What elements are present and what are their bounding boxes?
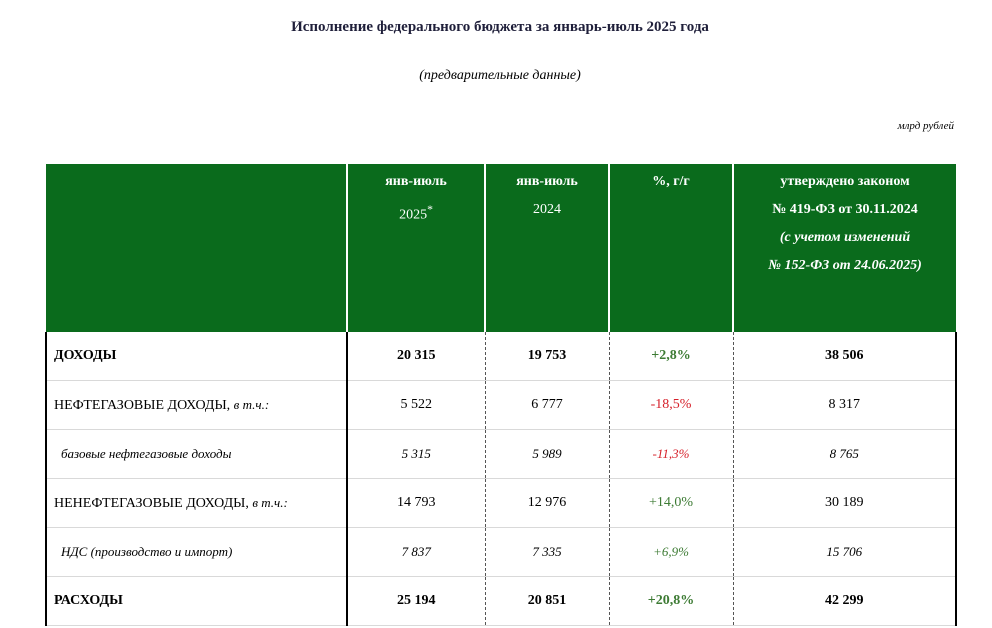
header-law-line2: № 419-ФЗ от 30.11.2024 — [772, 202, 918, 217]
header-law-line3: (с учетом изменений — [779, 230, 911, 245]
header-yoy-label: %, г/г — [652, 174, 690, 189]
value-yoy: -18,5% — [609, 380, 734, 430]
value-2025: 25 194 — [347, 576, 486, 626]
value-yoy: +14,0% — [609, 478, 734, 528]
header-law-line4: № 152-ФЗ от 24.06.2025) — [768, 258, 922, 273]
header-law-line1: утверждено законом — [780, 174, 910, 189]
value-yoy: +20,8% — [609, 576, 734, 626]
table-row-revenues: ДОХОДЫ 20 315 19 753 +2,8% 38 506 — [45, 332, 957, 381]
header-2025-year-wrap: 2025* — [348, 200, 484, 223]
table-row-oil-gas-revenues: НЕФТЕГАЗОВЫЕ ДОХОДЫ, в т.ч.: 5 522 6 777… — [45, 380, 957, 430]
table-row-expenditures: РАСХОДЫ 25 194 20 851 +20,8% 42 299 — [45, 576, 957, 626]
value-law: 42 299 — [733, 576, 957, 626]
value-2025: 20 315 — [347, 332, 486, 381]
units-label: млрд рублей — [897, 120, 954, 132]
value-2024: 12 976 — [485, 478, 610, 528]
table-header-row: янв-июль 2025* янв-июль 2024 %, г/г утве… — [46, 164, 956, 332]
row-label: НЕНЕФТЕГАЗОВЫЕ ДОХОДЫ, — [54, 495, 253, 511]
header-2025-footnote-mark: * — [427, 203, 433, 216]
row-label: РАСХОДЫ — [45, 576, 348, 626]
value-yoy: +2,8% — [609, 332, 734, 381]
value-2025: 5 522 — [347, 380, 486, 430]
header-law: утверждено законом № 419-ФЗ от 30.11.202… — [733, 164, 956, 332]
value-2024: 20 851 — [485, 576, 610, 626]
value-2024: 5 989 — [485, 429, 610, 479]
header-2025-year: 2025 — [399, 207, 428, 223]
row-label: ДОХОДЫ — [45, 332, 348, 381]
value-yoy: -11,3% — [609, 429, 734, 479]
header-2024: янв-июль 2024 — [485, 164, 610, 332]
value-yoy: +6,9% — [609, 527, 734, 577]
row-label-suffix: в т.ч.: — [233, 396, 270, 412]
header-2024-year: 2024 — [533, 202, 561, 217]
page-subtitle: (предварительные данные) — [419, 68, 581, 83]
value-2024: 19 753 — [485, 332, 610, 381]
value-2025: 5 315 — [347, 429, 486, 479]
value-2025: 7 837 — [347, 527, 486, 577]
row-label: базовые нефтегазовые доходы — [45, 429, 348, 479]
value-law: 30 189 — [733, 478, 957, 528]
value-law: 15 706 — [733, 527, 957, 577]
header-label-column — [46, 164, 348, 332]
header-2024-period: янв-июль — [516, 174, 578, 189]
value-2024: 6 777 — [485, 380, 610, 430]
header-yoy: %, г/г — [609, 164, 734, 332]
row-label-suffix: в т.ч.: — [252, 494, 288, 510]
value-law: 8 317 — [733, 380, 957, 430]
row-label: НДС (производство и импорт) — [45, 527, 348, 577]
table-row-vat: НДС (производство и импорт) 7 837 7 335 … — [45, 527, 957, 577]
value-law: 38 506 — [733, 332, 957, 381]
row-label-cell: НЕНЕФТЕГАЗОВЫЕ ДОХОДЫ, в т.ч.: — [45, 478, 348, 528]
table-row-base-oil-gas-revenues: базовые нефтегазовые доходы 5 315 5 989 … — [45, 429, 957, 479]
value-2025: 14 793 — [347, 478, 486, 528]
row-label-cell: НЕФТЕГАЗОВЫЕ ДОХОДЫ, в т.ч.: — [45, 380, 348, 430]
header-2025: янв-июль 2025* — [347, 164, 486, 332]
header-2025-period: янв-июль — [385, 174, 447, 189]
page-title: Исполнение федерального бюджета за январ… — [291, 19, 709, 35]
row-label: НЕФТЕГАЗОВЫЕ ДОХОДЫ, — [54, 397, 234, 413]
value-law: 8 765 — [733, 429, 957, 479]
table-row-non-oil-gas-revenues: НЕНЕФТЕГАЗОВЫЕ ДОХОДЫ, в т.ч.: 14 793 12… — [45, 478, 957, 528]
value-2024: 7 335 — [485, 527, 610, 577]
budget-table: янв-июль 2025* янв-июль 2024 %, г/г утве… — [45, 164, 957, 626]
